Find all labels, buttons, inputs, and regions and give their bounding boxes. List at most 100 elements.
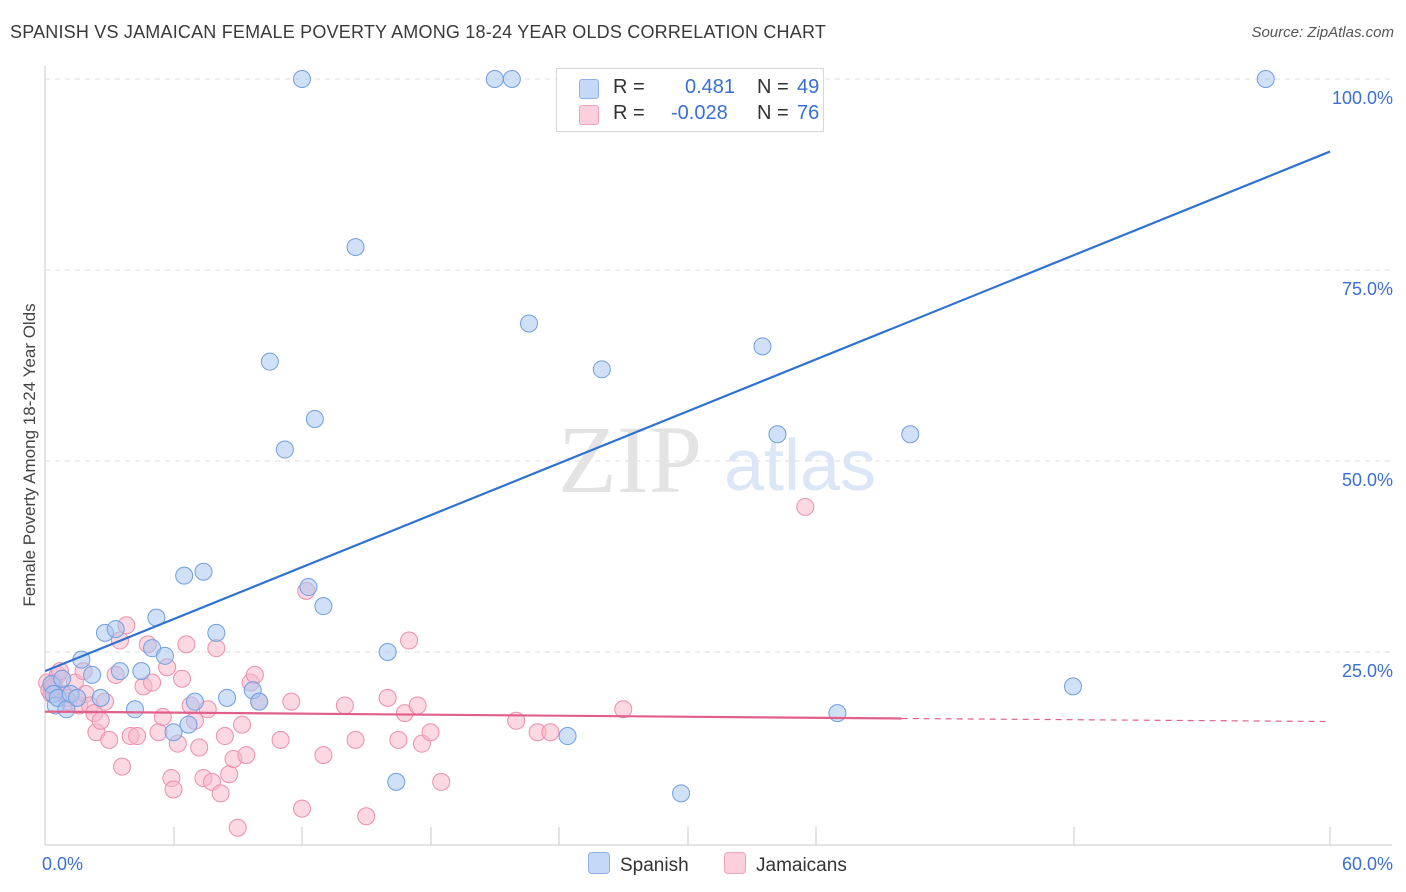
jamaicans-point bbox=[400, 631, 419, 650]
jamaicans-point bbox=[346, 730, 365, 749]
r-value: 0.481 bbox=[685, 76, 736, 98]
y-tick-label: 100.0% bbox=[1332, 88, 1393, 108]
spanish-points bbox=[42, 70, 1275, 803]
jamaicans-point bbox=[614, 700, 633, 719]
jamaicans-legend-swatch bbox=[724, 852, 746, 874]
spanish-point bbox=[53, 669, 72, 688]
spanish-point bbox=[485, 70, 504, 88]
y-tick-label: 50.0% bbox=[1342, 470, 1393, 490]
spanish-point bbox=[314, 597, 333, 616]
chart-title: SPANISH VS JAMAICAN FEMALE POVERTY AMONG… bbox=[10, 22, 827, 42]
spanish-point bbox=[91, 688, 110, 707]
jamaicans-point bbox=[357, 807, 376, 826]
watermark-zip: ZIP bbox=[558, 406, 702, 513]
jamaicans-point bbox=[282, 692, 301, 711]
jamaicans-point bbox=[149, 723, 168, 742]
jamaicans-point bbox=[271, 730, 290, 749]
spanish-point bbox=[346, 238, 365, 257]
spanish-point bbox=[502, 70, 521, 88]
jamaicans-point bbox=[100, 730, 119, 749]
jamaicans-point bbox=[796, 497, 815, 516]
spanish-point bbox=[68, 688, 87, 707]
spanish-point bbox=[250, 692, 269, 711]
tick-labels: 25.0% 50.0% 75.0% 100.0% 0.0% 60.0% bbox=[42, 88, 1393, 874]
jamaicans-point bbox=[143, 673, 162, 692]
spanish-point bbox=[520, 314, 539, 333]
spanish-point bbox=[155, 646, 174, 665]
gridlines bbox=[45, 78, 1395, 653]
spanish-trend-line bbox=[44, 150, 1331, 673]
spanish-point bbox=[1064, 677, 1082, 696]
jamaicans-trend-line bbox=[44, 710, 902, 720]
n-value: 76 bbox=[797, 102, 820, 124]
spanish-legend-label: Spanish bbox=[620, 855, 689, 876]
spanish-point bbox=[106, 620, 125, 639]
jamaicans-point bbox=[128, 727, 147, 746]
x-tick-label: 0.0% bbox=[42, 854, 83, 874]
y-tick-label: 25.0% bbox=[1342, 661, 1393, 681]
jamaicans-point bbox=[314, 746, 333, 765]
r-label: R = bbox=[613, 76, 645, 98]
spanish-point bbox=[558, 727, 577, 746]
spanish-point bbox=[110, 662, 129, 681]
jamaicans-point bbox=[335, 696, 354, 715]
correlation-legend: R = 0.481 N = 49 R = -0.028 N = 76 bbox=[556, 68, 824, 132]
spanish-point bbox=[387, 772, 406, 791]
jamaicans-legend-label: Jamaicans bbox=[756, 855, 847, 876]
jamaicans-point bbox=[408, 696, 427, 715]
spanish-point bbox=[299, 578, 318, 597]
jamaicans-swatch bbox=[579, 105, 599, 125]
jamaicans-point bbox=[113, 757, 132, 776]
jamaicans-point bbox=[215, 727, 234, 746]
x-tick-label: 60.0% bbox=[1342, 854, 1393, 874]
spanish-legend-swatch bbox=[588, 852, 610, 874]
trend-lines bbox=[44, 150, 1331, 723]
r-label: R = bbox=[613, 102, 645, 124]
spanish-point bbox=[164, 723, 183, 742]
jamaicans-point bbox=[432, 772, 451, 791]
spanish-point bbox=[592, 360, 611, 379]
spanish-point bbox=[175, 566, 194, 585]
spanish-point bbox=[194, 562, 213, 581]
spanish-point bbox=[293, 70, 311, 88]
spanish-point bbox=[753, 337, 772, 356]
spanish-point bbox=[672, 784, 691, 803]
jamaicans-point bbox=[233, 715, 252, 734]
spanish-swatch bbox=[579, 79, 599, 99]
jamaicans-point bbox=[378, 688, 397, 707]
jamaicans-point bbox=[177, 635, 196, 654]
n-value: 49 bbox=[797, 76, 820, 98]
jamaicans-point bbox=[541, 723, 560, 742]
jamaicans-point bbox=[164, 780, 183, 799]
y-tick-label: 75.0% bbox=[1342, 279, 1393, 299]
jamaicans-point bbox=[91, 711, 110, 730]
r-value: -0.028 bbox=[671, 102, 728, 124]
spanish-point bbox=[207, 623, 226, 642]
spanish-point bbox=[185, 692, 204, 711]
legend-item-spanish: Spanish bbox=[588, 852, 689, 877]
spanish-point bbox=[378, 643, 397, 661]
jamaicans-point bbox=[421, 723, 440, 742]
jamaicans-trend-extension bbox=[901, 717, 1331, 723]
spanish-point bbox=[1256, 70, 1275, 88]
legend-item-jamaicans: Jamaicans bbox=[724, 852, 847, 877]
jamaicans-point bbox=[245, 665, 264, 684]
spanish-point bbox=[901, 425, 920, 444]
axes bbox=[44, 66, 1392, 846]
jamaicans-points bbox=[38, 497, 815, 837]
spanish-point bbox=[132, 662, 151, 681]
jamaicans-point bbox=[220, 765, 239, 784]
spanish-point bbox=[125, 700, 144, 719]
jamaicans-point bbox=[190, 738, 209, 757]
jamaicans-point bbox=[173, 669, 192, 688]
jamaicans-point bbox=[153, 707, 172, 726]
spanish-point bbox=[179, 715, 198, 734]
jamaicans-point bbox=[293, 799, 311, 818]
n-label: N = bbox=[757, 76, 789, 98]
spanish-point bbox=[305, 409, 324, 428]
jamaicans-point bbox=[507, 711, 526, 730]
source-label: Source: ZipAtlas.com bbox=[1251, 24, 1394, 41]
spanish-point bbox=[218, 688, 237, 707]
jamaicans-point bbox=[237, 746, 256, 765]
